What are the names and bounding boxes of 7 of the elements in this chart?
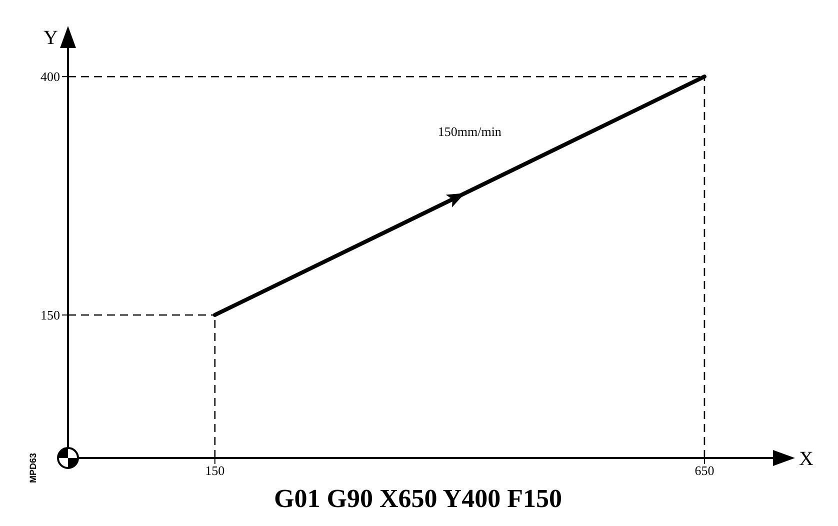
x-tick-label: 650 xyxy=(694,463,714,478)
y-tick-label: 400 xyxy=(40,69,60,84)
text: MPD63 xyxy=(28,452,38,484)
y-axis-title: Y xyxy=(44,27,58,49)
annotation: 150mm/min xyxy=(438,124,502,139)
x-axis-title: X xyxy=(799,448,814,470)
text: G01 G90 X650 Y400 F150 xyxy=(273,484,563,514)
